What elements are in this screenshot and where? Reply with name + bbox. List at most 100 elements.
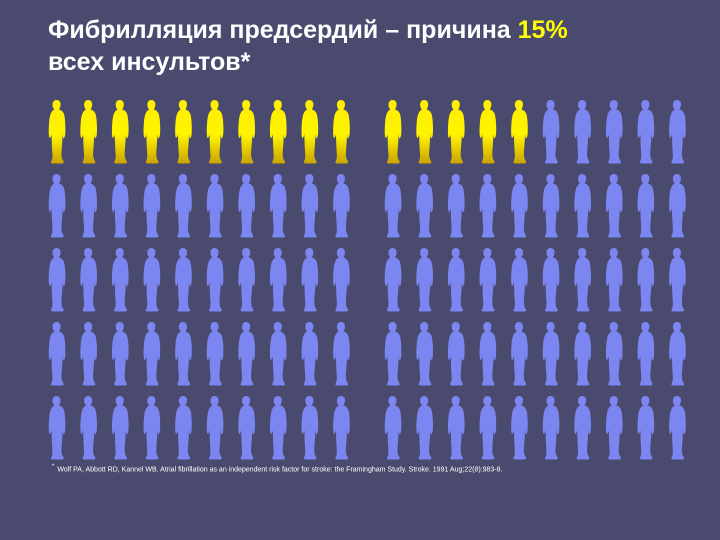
person-icon [542,174,560,238]
person-icon [384,322,402,386]
person-icon [175,322,192,386]
person-icon-highlighted [48,100,66,164]
person-icon [238,322,255,386]
person-icon-highlighted [175,100,192,164]
title-line-1: Фибрилляция предсердий – причина 15% [48,14,688,46]
person-icon [48,322,66,386]
person-icon [175,396,192,460]
person-icon [111,174,129,238]
person-icon [605,100,623,164]
person-icon-highlighted [333,100,350,164]
person-icon [605,174,623,238]
person-icon-highlighted [479,100,497,164]
people-grid [48,100,686,460]
person-icon [384,248,402,312]
person-icon [511,174,528,238]
person-icon-highlighted [143,100,161,164]
person-icon [111,396,129,460]
person-icon [175,174,192,238]
person-icon [238,248,255,312]
person-icon [542,396,560,460]
person-icon-highlighted [384,100,402,164]
person-icon [384,174,402,238]
person-icon [301,396,319,460]
person-icon [479,396,497,460]
person-icon [416,174,433,238]
person-icon [111,322,129,386]
person-icon-highlighted [238,100,255,164]
person-icon [143,248,161,312]
person-icon [479,174,497,238]
person-icon [669,396,686,460]
person-icon [333,174,350,238]
person-icon [605,248,623,312]
person-icon [333,322,350,386]
person-icon [511,396,528,460]
person-icon [269,322,287,386]
person-icon [574,174,591,238]
person-icon [574,396,591,460]
person-icon [542,322,560,386]
person-icon [238,174,255,238]
person-icon [48,396,66,460]
person-icon [669,248,686,312]
people-figures [48,100,686,460]
person-icon [206,322,224,386]
person-icon [143,322,161,386]
person-icon-highlighted [301,100,319,164]
person-icon [384,396,402,460]
person-icon [269,248,287,312]
person-icon [269,396,287,460]
person-icon [574,100,591,164]
person-icon [574,248,591,312]
person-icon [479,322,497,386]
person-icon [447,396,465,460]
person-icon [637,248,655,312]
person-icon [542,248,560,312]
person-icon [605,322,623,386]
person-icon [143,174,161,238]
person-icon [669,100,686,164]
person-icon-highlighted [206,100,224,164]
person-icon-highlighted [511,100,528,164]
slide-title: Фибрилляция предсердий – причина 15% все… [48,14,688,78]
person-icon [269,174,287,238]
footnote-marker: * [52,464,55,470]
person-icon-highlighted [416,100,433,164]
person-icon [48,174,66,238]
person-icon [238,396,255,460]
person-icon [206,396,224,460]
person-icon [669,322,686,386]
person-icon [637,174,655,238]
person-icon [637,322,655,386]
person-icon [143,396,161,460]
person-icon [511,248,528,312]
person-icon-highlighted [269,100,287,164]
person-icon [206,248,224,312]
title-percentage: 15% [517,16,568,44]
person-icon [80,174,97,238]
person-icon [206,174,224,238]
person-icon [301,174,319,238]
person-icon [333,396,350,460]
person-icon [447,174,465,238]
title-text: Фибрилляция предсердий – причина [48,16,518,44]
person-icon [542,100,560,164]
person-icon [511,322,528,386]
person-icon [416,248,433,312]
person-icon [111,248,129,312]
person-icon [48,248,66,312]
footnote-citation: Wolf PA, Abbott RD, Kannel WB. Atrial fi… [57,466,503,474]
person-icon-highlighted [80,100,97,164]
person-icon [637,396,655,460]
person-icon-highlighted [111,100,129,164]
person-icon [301,248,319,312]
person-icon [80,322,97,386]
person-icon [175,248,192,312]
person-icon [80,248,97,312]
person-icon [416,396,433,460]
person-icon-highlighted [447,100,465,164]
person-icon [447,248,465,312]
person-icon [605,396,623,460]
person-icon [637,100,655,164]
